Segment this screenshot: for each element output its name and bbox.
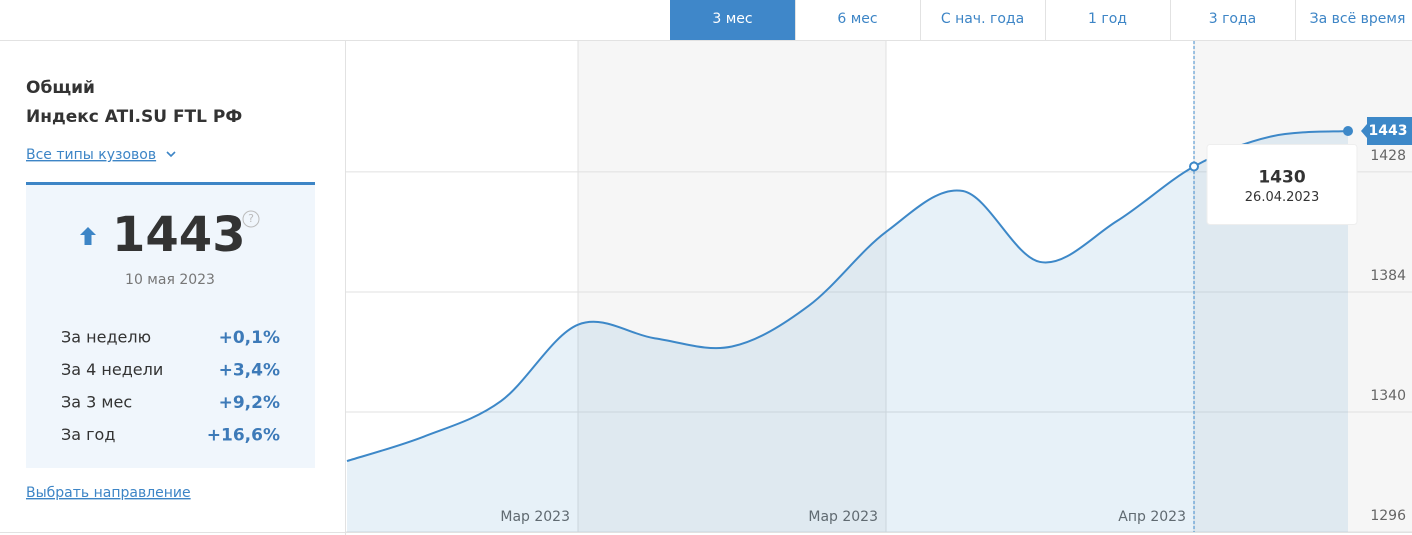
x-tick-label: Апр 2023 [1118,509,1186,525]
tabs: 3 мес 6 мес С нач. года 1 год 3 года За всё в… [670,0,1412,40]
x-tick-label: Мар 2023 [808,509,878,525]
row-value: +0,1% [219,328,280,348]
card-accent [26,182,315,185]
row-value: +16,6% [207,426,280,446]
tab[interactable] [1295,0,1412,40]
help-text: ? [248,212,254,225]
tooltip-value: 1430 [1258,167,1305,187]
tab[interactable] [1170,0,1295,40]
row-value: +9,2% [219,393,280,413]
x-tick-label: Мар 2023 [500,509,570,525]
summary-panel: Общий Индекс ATI.SU FTL РФ Все типы кузо… [26,78,315,501]
tab-label: 3 года [1209,11,1257,27]
tooltip-date: 26.04.2023 [1245,190,1319,205]
last-point [1343,126,1353,137]
y-tick-label: 1384 [1370,268,1406,284]
row-label: За 3 мес [61,393,132,412]
line [346,130,1349,463]
summary-card [26,183,315,468]
tooltip-box [1206,143,1358,225]
tab-label: С нач. года [941,11,1024,27]
area-fill [347,131,1348,532]
filter-link[interactable]: Все типы кузовов [26,147,156,163]
current-date: 10 мая 2023 [125,272,215,288]
up-arrow-icon [80,227,96,245]
chevron-icon [166,151,176,158]
y-tick-label: 1296 [1370,508,1406,524]
chart: 1296 1340 1384 1428 Мар 2023 Мар 2023 Апр 2023… [345,41,1412,533]
tab-label: 1 год [1088,11,1127,27]
row-value: +3,4% [219,361,280,381]
y-tick-label: 1428 [1370,148,1406,164]
index-title: Индекс ATI.SU FTL РФ [26,107,242,127]
tab[interactable] [920,0,1045,40]
hover-point [1189,161,1199,172]
direction-link[interactable]: Выбрать направление [26,485,191,501]
row-label: За неделю [61,328,151,347]
badge-value: 1443 [1369,123,1408,139]
tab-label: За всё время [1310,11,1406,27]
value-badge [1361,117,1412,146]
change-rows: За неделю +0,1% За 4 недели +3,4% За 3 мес +9… [61,328,280,446]
row-label: За год [61,425,115,444]
tab[interactable] [795,0,920,40]
tab-label: 6 мес [837,11,877,27]
current-value: 1443 [112,207,246,263]
tab-label: 3 мес [712,11,752,27]
y-tick-label: 1340 [1370,388,1406,404]
row-label: За 4 недели [61,360,163,379]
tab[interactable] [1045,0,1170,40]
bg-band [578,41,886,532]
help-icon[interactable] [242,210,260,228]
group-label: Общий [26,78,95,98]
tab[interactable] [670,0,795,40]
